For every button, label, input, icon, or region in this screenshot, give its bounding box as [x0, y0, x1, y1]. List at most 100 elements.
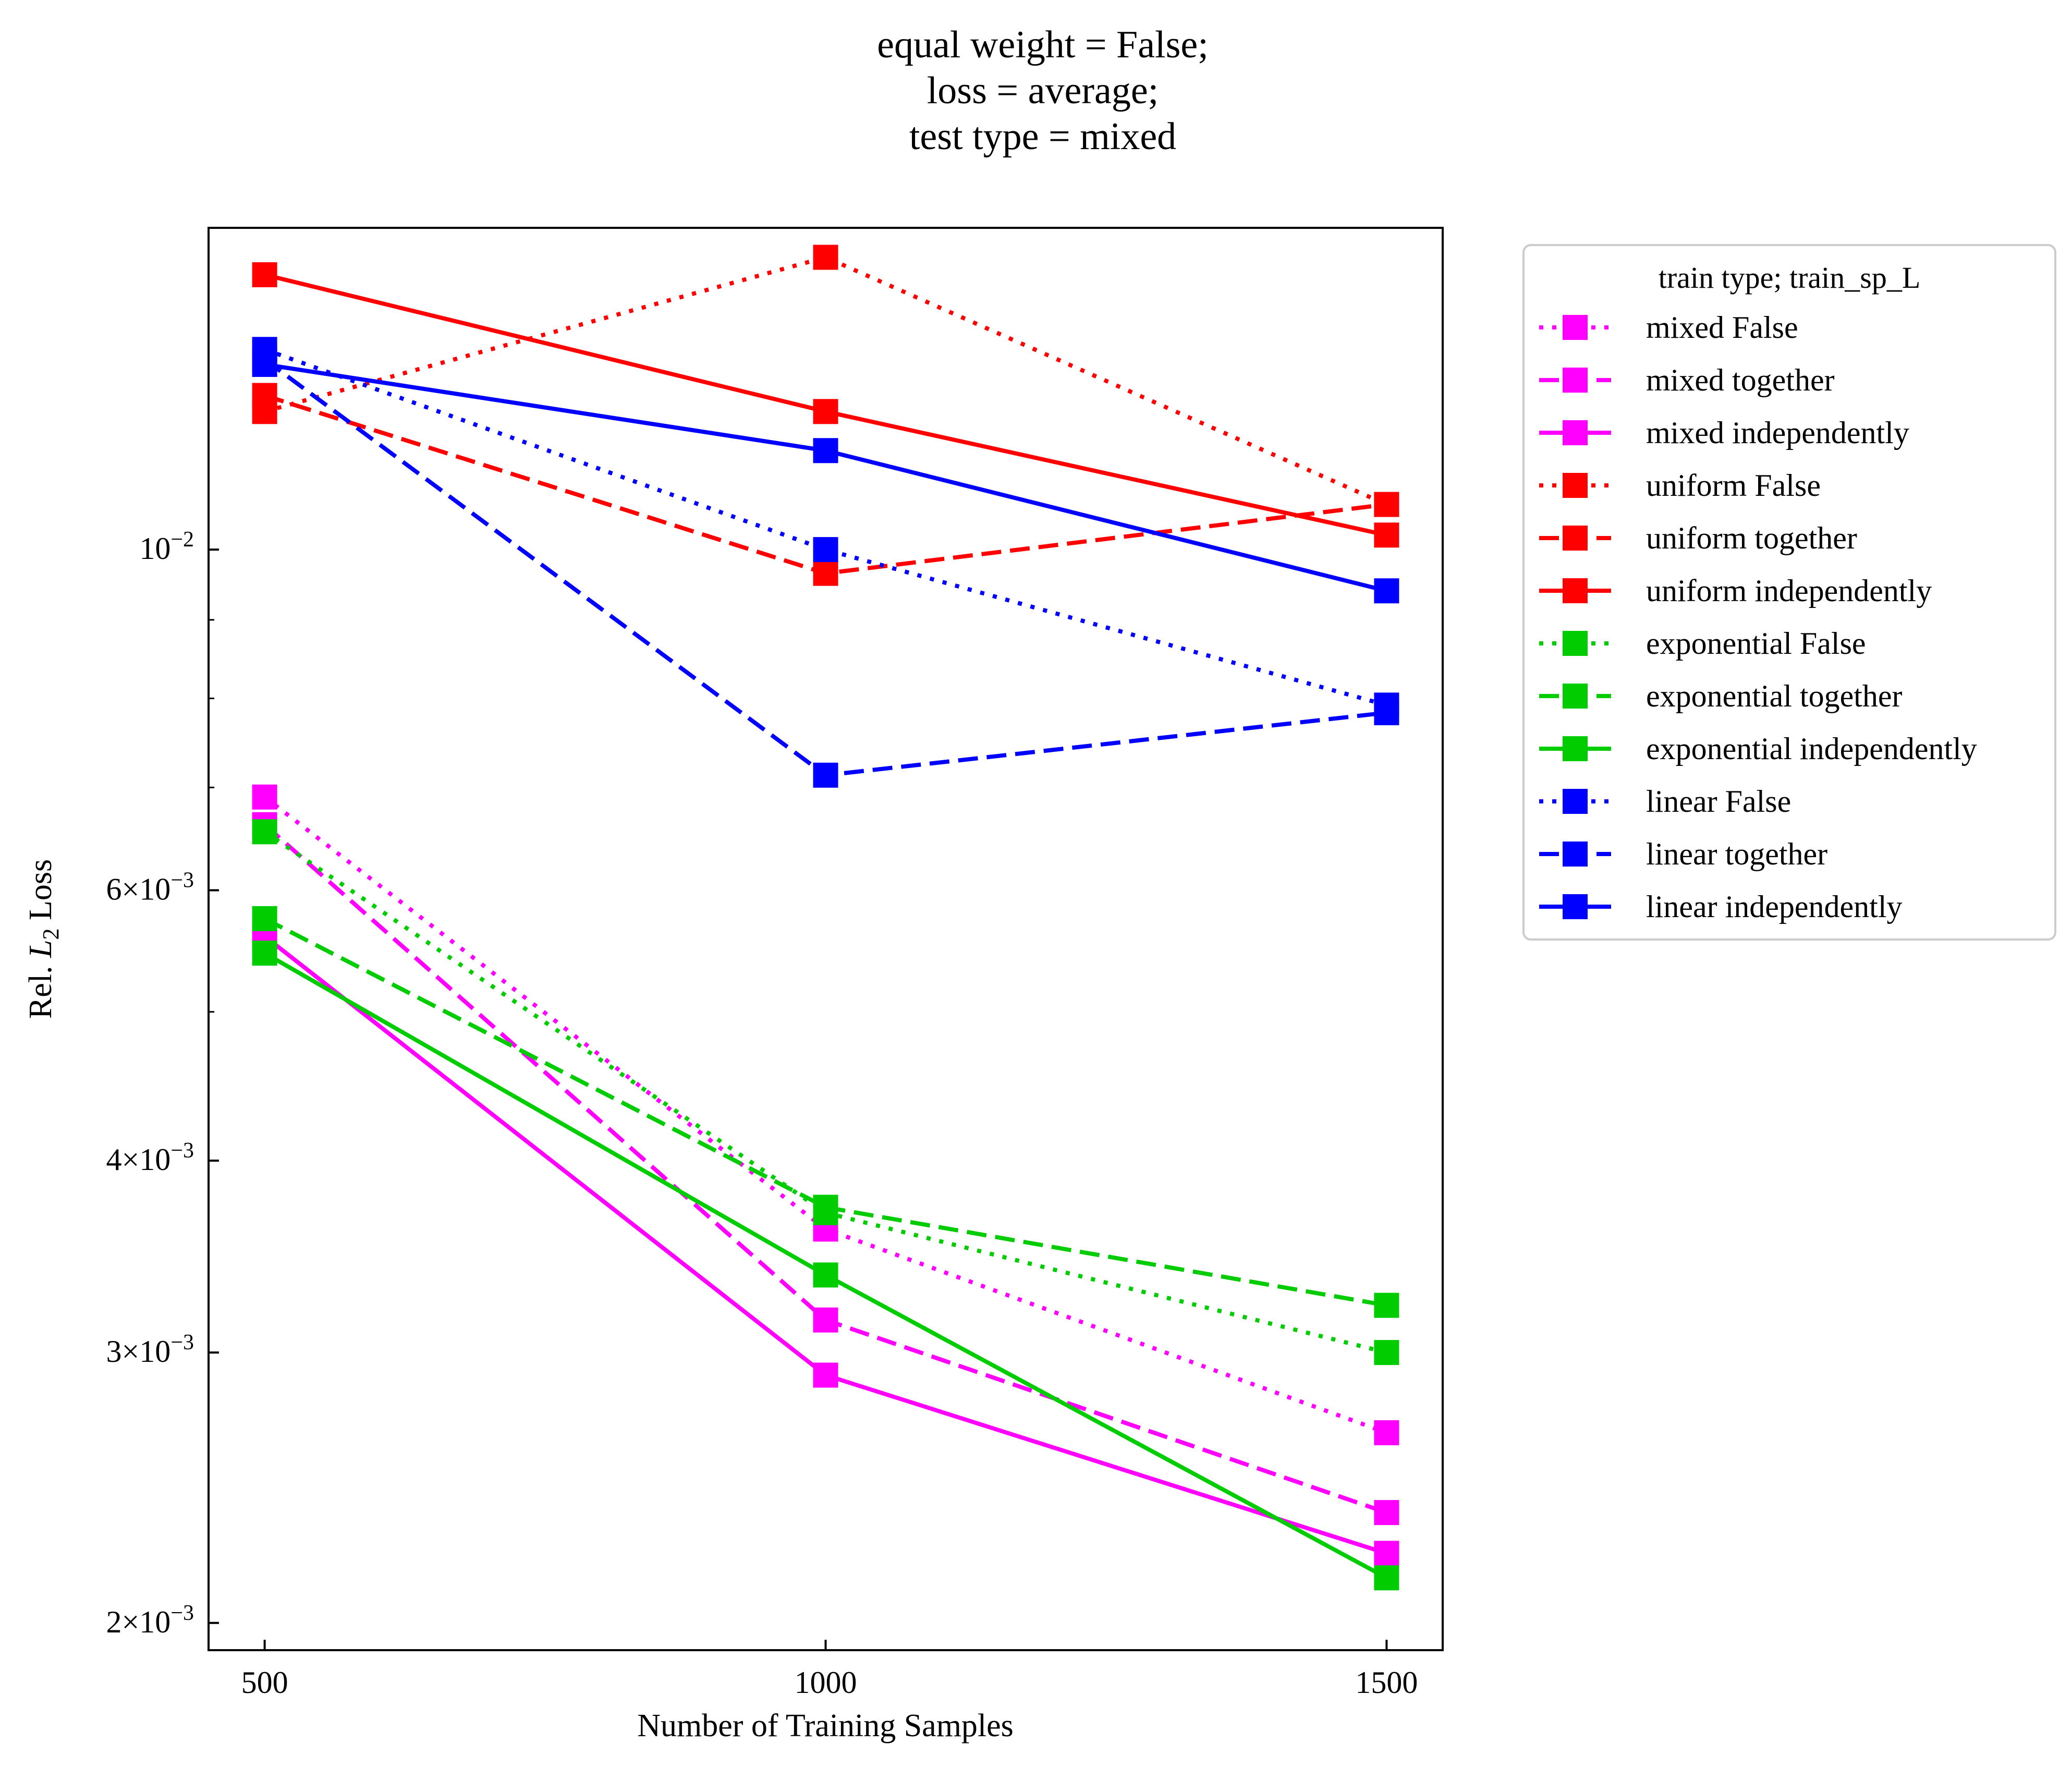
data-point	[252, 383, 277, 408]
legend-entry: linear False	[1539, 784, 1791, 819]
series-uniform-together	[252, 383, 1399, 586]
series-exponential-independently	[252, 941, 1399, 1591]
series-line	[263, 934, 1387, 1556]
legend-label: exponential independently	[1646, 731, 1977, 766]
data-point	[1374, 1541, 1399, 1566]
legend-label: uniform independently	[1646, 574, 1932, 608]
data-point	[252, 906, 277, 931]
legend-entry: linear independently	[1539, 889, 1902, 924]
data-point	[1374, 522, 1399, 548]
legend-entry: exponential together	[1539, 679, 1903, 713]
y-axis-label-subscript: 2	[38, 929, 64, 940]
legend-marker	[1563, 631, 1588, 656]
legend-marker	[1563, 789, 1588, 814]
legend-title: train type; train_sp_L	[1659, 261, 1921, 295]
series-line	[263, 917, 1387, 1308]
data-point	[252, 819, 277, 845]
series-mixed-independently	[252, 923, 1399, 1566]
legend-label: uniform False	[1646, 468, 1821, 503]
title-line-2: loss = average;	[927, 69, 1159, 112]
y-tick-label: 4×10−3	[106, 1139, 194, 1177]
x-tick-label: 1000	[795, 1665, 857, 1700]
y-axis-label-variable: L	[23, 940, 58, 958]
legend-marker	[1563, 420, 1588, 445]
x-tick-label: 1500	[1355, 1665, 1418, 1700]
data-point	[813, 1194, 838, 1220]
data-point	[1374, 1293, 1399, 1318]
x-tick-label: 500	[241, 1665, 288, 1700]
title-line-3: test type = mixed	[909, 115, 1176, 158]
y-tick-label: 6×10−3	[106, 869, 194, 907]
legend-marker	[1563, 473, 1588, 498]
legend-entry: linear together	[1539, 837, 1827, 871]
data-point	[1374, 492, 1399, 517]
legend-entry: uniform together	[1539, 521, 1857, 555]
data-point	[252, 351, 277, 377]
legend-marker	[1563, 842, 1588, 867]
legend-marker	[1563, 315, 1588, 340]
series-exponential-together	[252, 906, 1399, 1318]
chart-title: equal weight = False; loss = average; te…	[877, 23, 1209, 158]
series-linear-independently	[252, 351, 1399, 604]
legend-entry: mixed independently	[1539, 416, 1909, 450]
y-tick-label: 3×10−3	[106, 1331, 194, 1369]
legend-label: mixed together	[1646, 363, 1835, 397]
series-mixed-together	[252, 812, 1399, 1526]
x-axis-label: Number of Training Samples	[637, 1708, 1014, 1743]
legend-label: mixed independently	[1646, 416, 1909, 450]
title-line-1: equal weight = False;	[877, 23, 1209, 66]
series-line	[263, 823, 1387, 1515]
legend-label: exponential together	[1646, 679, 1903, 713]
legend-marker	[1563, 736, 1588, 761]
legend-frame	[1522, 244, 2056, 941]
legend-entry: mixed together	[1539, 363, 1835, 397]
data-point	[813, 537, 838, 563]
legend-marker	[1563, 578, 1588, 603]
legend-entry: exponential independently	[1539, 731, 1977, 766]
legend: train type; train_sp_L mixed Falsemixed …	[1522, 244, 2056, 941]
series-uniform-False	[252, 245, 1399, 517]
series-line	[264, 347, 1387, 708]
legend-label: linear False	[1646, 784, 1791, 819]
data-point	[252, 941, 277, 966]
y-axis-label: Rel. L2 Loss	[23, 859, 64, 1019]
data-point	[813, 438, 838, 464]
y-axis-label-suffix: Loss	[23, 859, 58, 929]
x-axis: 500 1000 1500	[241, 1640, 1418, 1700]
data-point	[813, 1307, 838, 1333]
legend-marker	[1563, 368, 1588, 393]
data-point	[252, 262, 277, 287]
series-line	[263, 795, 1387, 1435]
data-point	[1374, 1565, 1399, 1591]
series-line	[264, 255, 1388, 507]
data-point	[813, 1362, 838, 1388]
data-point	[1374, 578, 1399, 604]
data-point	[1374, 700, 1399, 725]
legend-label: exponential False	[1646, 626, 1866, 661]
legend-marker	[1563, 526, 1588, 551]
legend-marker	[1563, 894, 1588, 919]
legend-label: linear together	[1646, 837, 1827, 871]
legend-entry: uniform False	[1539, 468, 1821, 503]
data-point	[252, 784, 277, 810]
series-linear-together	[252, 347, 1399, 788]
legend-items: mixed False mixed together mixed independe…	[1539, 310, 1977, 924]
legend-entry: exponential False	[1539, 626, 1866, 661]
data-point	[813, 762, 838, 788]
data-point	[1374, 1420, 1399, 1445]
legend-label: uniform together	[1646, 521, 1857, 555]
y-tick-label: 2×10−3	[106, 1601, 194, 1639]
y-axis-label-prefix: Rel.	[23, 958, 58, 1019]
legend-label: linear independently	[1646, 889, 1902, 924]
data-point	[1374, 1340, 1399, 1365]
legend-entry: mixed False	[1539, 310, 1798, 345]
legend-entry: uniform independently	[1539, 574, 1932, 608]
y-axis: 2×10−3 3×10−3 4×10−3 6×10−3 10−2	[106, 528, 219, 1639]
data-point	[813, 399, 838, 424]
legend-marker	[1563, 684, 1588, 709]
data-point	[1374, 1500, 1399, 1526]
series-linear-False	[252, 337, 1399, 718]
legend-label: mixed False	[1646, 310, 1798, 345]
series-layer	[252, 245, 1399, 1591]
